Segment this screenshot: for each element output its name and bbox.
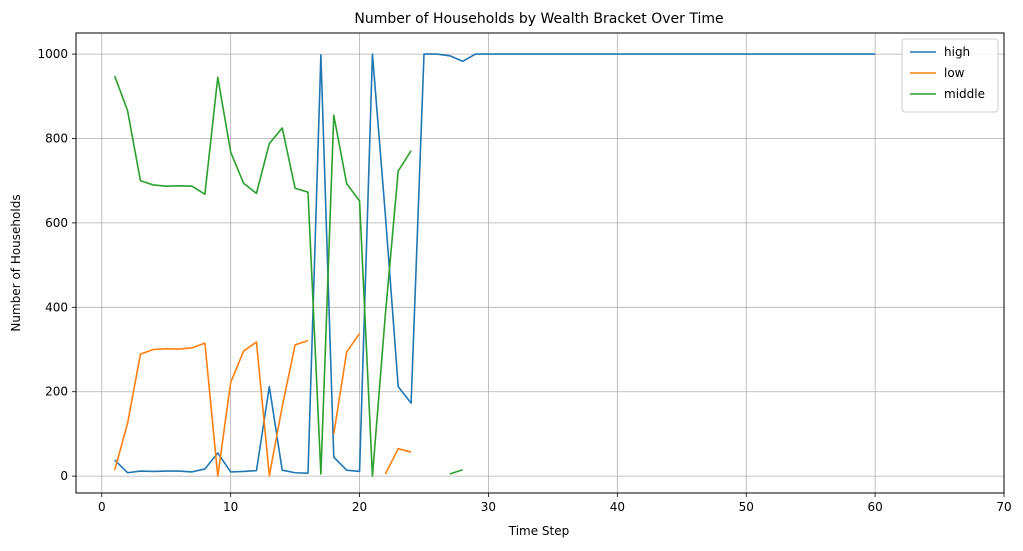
legend-label-low: low — [944, 66, 965, 80]
y-tick-label: 800 — [45, 132, 68, 146]
y-tick-label: 400 — [45, 300, 68, 314]
axis-ticks: 0 10 20 30 40 50 60 70 0 200 400 600 800 1000 — [37, 47, 1011, 514]
x-axis-label: Time Step — [508, 524, 570, 538]
y-tick-label: 600 — [45, 216, 68, 230]
series-lines — [113, 53, 876, 477]
y-tick-label: 0 — [60, 469, 68, 483]
x-tick-label: 0 — [98, 500, 106, 514]
x-tick-label: 40 — [610, 500, 625, 514]
legend-label-high: high — [944, 45, 970, 59]
x-tick-label: 70 — [996, 500, 1011, 514]
series-line-middle — [113, 75, 463, 477]
y-tick-label: 1000 — [37, 47, 68, 61]
plot-frame — [75, 32, 1005, 494]
x-tick-label: 10 — [223, 500, 238, 514]
series-line-low — [113, 333, 412, 477]
chart-title: Number of Households by Wealth Bracket O… — [354, 11, 723, 27]
legend: high low middle — [901, 38, 999, 113]
y-tick-label: 200 — [45, 385, 68, 399]
x-tick-label: 30 — [481, 500, 496, 514]
x-tick-label: 50 — [739, 500, 754, 514]
legend-label-middle: middle — [944, 87, 985, 101]
x-tick-label: 20 — [352, 500, 367, 514]
x-tick-label: 60 — [867, 500, 882, 514]
series-line-high — [114, 53, 876, 474]
y-axis-label: Number of Households — [9, 194, 23, 331]
